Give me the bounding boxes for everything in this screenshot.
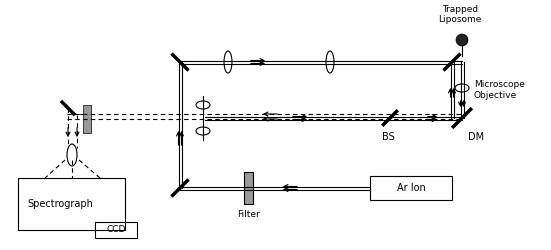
Text: Filter: Filter (236, 210, 260, 219)
Text: CCD: CCD (106, 224, 126, 234)
Text: Microscope
Objective: Microscope Objective (474, 80, 525, 100)
Circle shape (456, 34, 468, 46)
Text: DM: DM (468, 132, 484, 142)
Bar (244, 172, 253, 204)
Bar (18, 178, 125, 230)
Text: BS: BS (382, 132, 395, 142)
Bar (83, 105, 91, 133)
Bar (370, 176, 452, 200)
Text: Spectrograph: Spectrograph (27, 199, 93, 209)
Text: Ar Ion: Ar Ion (397, 183, 425, 193)
Bar (95, 222, 137, 238)
Text: Trapped
Liposome: Trapped Liposome (438, 4, 482, 24)
